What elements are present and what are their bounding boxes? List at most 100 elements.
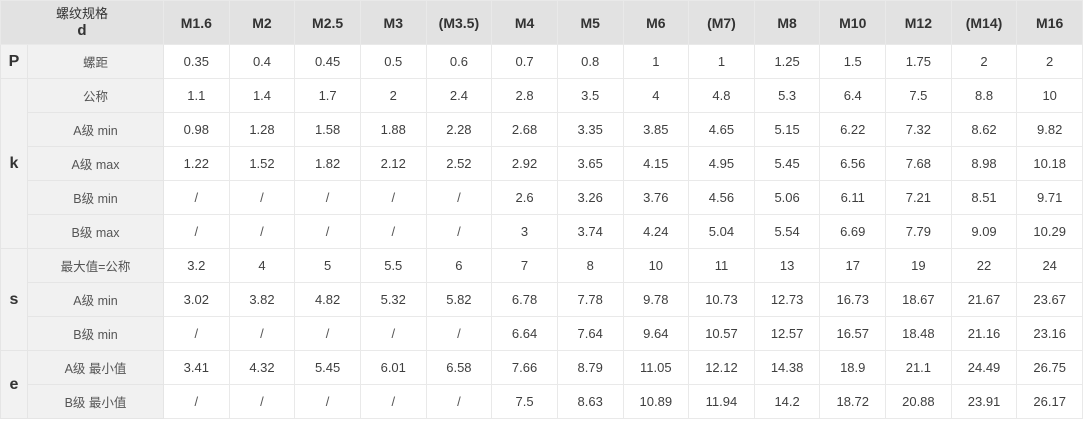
value-cell: 18.72 — [819, 384, 887, 419]
value-cell: 10 — [622, 248, 690, 283]
value-cell: 7.68 — [885, 146, 952, 181]
value-cell: 11.94 — [688, 384, 755, 419]
value-cell: 1.7 — [294, 78, 361, 113]
value-cell: 21.67 — [950, 282, 1018, 317]
value-cell: 3 — [491, 214, 558, 249]
value-cell: 6.56 — [819, 146, 887, 181]
value-cell: 3.26 — [556, 180, 624, 215]
column-header-m2: M2 — [228, 0, 296, 45]
value-cell: 21.1 — [885, 350, 952, 385]
column-header-m6: M6 — [622, 0, 690, 45]
table-row: A级 min 3.02 3.82 4.82 5.32 5.82 6.78 7.78 9.78 10… — [1, 282, 1083, 317]
value-cell: 1 — [688, 44, 755, 79]
value-cell: 12.12 — [688, 350, 755, 385]
value-cell: 8.62 — [950, 112, 1018, 147]
value-cell: 2.6 — [491, 180, 558, 215]
value-cell: 1.4 — [228, 78, 296, 113]
value-cell: 0.45 — [294, 44, 361, 79]
corner-symbol: d — [77, 22, 87, 39]
value-cell: 1.82 — [294, 146, 361, 181]
value-cell: / — [163, 384, 230, 419]
value-cell: 7 — [491, 248, 558, 283]
row-label: 公称 — [26, 78, 165, 113]
value-cell: 6.78 — [491, 282, 558, 317]
value-cell: 10.57 — [688, 316, 755, 351]
value-cell: 23.91 — [950, 384, 1018, 419]
value-cell: 18.9 — [819, 350, 887, 385]
value-cell: 4 — [228, 248, 296, 283]
value-cell: 4.82 — [294, 282, 361, 317]
row-label: 最大值=公称 — [26, 248, 165, 283]
value-cell: 8.79 — [556, 350, 624, 385]
header-row: 螺纹规格 d M1.6 M2 M2.5 M3 (M3.5) M4 M5 M6 (M7) M8 M10… — [0, 0, 1083, 45]
value-cell: 0.5 — [359, 44, 427, 79]
column-header-m10: M10 — [819, 0, 887, 45]
column-header-m12: M12 — [885, 0, 952, 45]
value-cell: 7.79 — [885, 214, 952, 249]
row-label: B级 max — [26, 214, 165, 249]
value-cell: 5.32 — [359, 282, 427, 317]
row-label: A级 min — [26, 112, 165, 147]
value-cell: 1.58 — [294, 112, 361, 147]
value-cell: 0.98 — [163, 112, 230, 147]
value-cell: 3.41 — [163, 350, 230, 385]
group-label-k: k — [0, 78, 28, 249]
value-cell: 7.5 — [885, 78, 952, 113]
value-cell: 5.3 — [753, 78, 821, 113]
value-cell: 7.78 — [556, 282, 624, 317]
column-header-m3: M3 — [359, 0, 427, 45]
value-cell: 26.75 — [1016, 350, 1083, 385]
value-cell: / — [294, 214, 361, 249]
row-label: A级 min — [26, 282, 165, 317]
value-cell: / — [163, 180, 230, 215]
value-cell: 26.17 — [1016, 384, 1083, 419]
value-cell: 24 — [1016, 248, 1083, 283]
corner-header: 螺纹规格 d — [0, 0, 165, 45]
value-cell: 6.69 — [819, 214, 887, 249]
value-cell: 9.09 — [950, 214, 1018, 249]
value-cell: / — [359, 214, 427, 249]
value-cell: / — [359, 384, 427, 419]
table-row: A级 min 0.98 1.28 1.58 1.88 2.28 2.68 3.35 3.85 4.… — [1, 112, 1083, 147]
table-row: B级 min / / / //6.64 7.64 9.64 10.57 12.57 16.57 18… — [1, 316, 1083, 351]
value-cell: 10.89 — [622, 384, 690, 419]
column-header-m2.5: M2.5 — [294, 0, 361, 45]
value-cell: 6.58 — [425, 350, 493, 385]
value-cell: 3.35 — [556, 112, 624, 147]
value-cell: 18.48 — [885, 316, 952, 351]
value-cell: 16.73 — [819, 282, 887, 317]
value-cell: / — [163, 214, 230, 249]
row-label: B级 最小值 — [26, 384, 165, 419]
value-cell: 18.67 — [885, 282, 952, 317]
value-cell: 8.63 — [556, 384, 624, 419]
row-label: A级 max — [26, 146, 165, 181]
value-cell: / — [425, 214, 493, 249]
value-cell: 8.51 — [950, 180, 1018, 215]
value-cell: 20.88 — [885, 384, 952, 419]
corner-title: 螺纹规格 — [56, 6, 109, 21]
value-cell: 2.12 — [359, 146, 427, 181]
value-cell: 6 — [425, 248, 493, 283]
value-cell: 11 — [688, 248, 755, 283]
value-cell: 7.21 — [885, 180, 952, 215]
value-cell: 6.4 — [819, 78, 887, 113]
value-cell: 2.92 — [491, 146, 558, 181]
value-cell: 14.2 — [753, 384, 821, 419]
value-cell: 4.32 — [228, 350, 296, 385]
column-header-m3.5: (M3.5) — [425, 0, 493, 45]
value-cell: 8.8 — [950, 78, 1018, 113]
table-row: B级 max / / / //3 3.74 4.24 5.04 5.54 6.69 7.79 9.09… — [1, 214, 1083, 249]
value-cell: 3.76 — [622, 180, 690, 215]
value-cell: 4.56 — [688, 180, 755, 215]
row-label: A级 最小值 — [26, 350, 165, 385]
value-cell: 0.4 — [228, 44, 296, 79]
table-row: B级 最小值 / / / //7.5 8.63 10.89 11.94 14.2 18.72 20.… — [1, 384, 1083, 419]
value-cell: 12.57 — [753, 316, 821, 351]
value-cell: / — [294, 180, 361, 215]
column-header-m16: M16 — [1016, 0, 1083, 45]
table-row: A级 max 1.22 1.52 1.82 2.12 2.52 2.92 3.65 4.15 4.… — [1, 146, 1083, 181]
value-cell: 22 — [950, 248, 1018, 283]
value-cell: 5.04 — [688, 214, 755, 249]
value-cell: 3.65 — [556, 146, 624, 181]
